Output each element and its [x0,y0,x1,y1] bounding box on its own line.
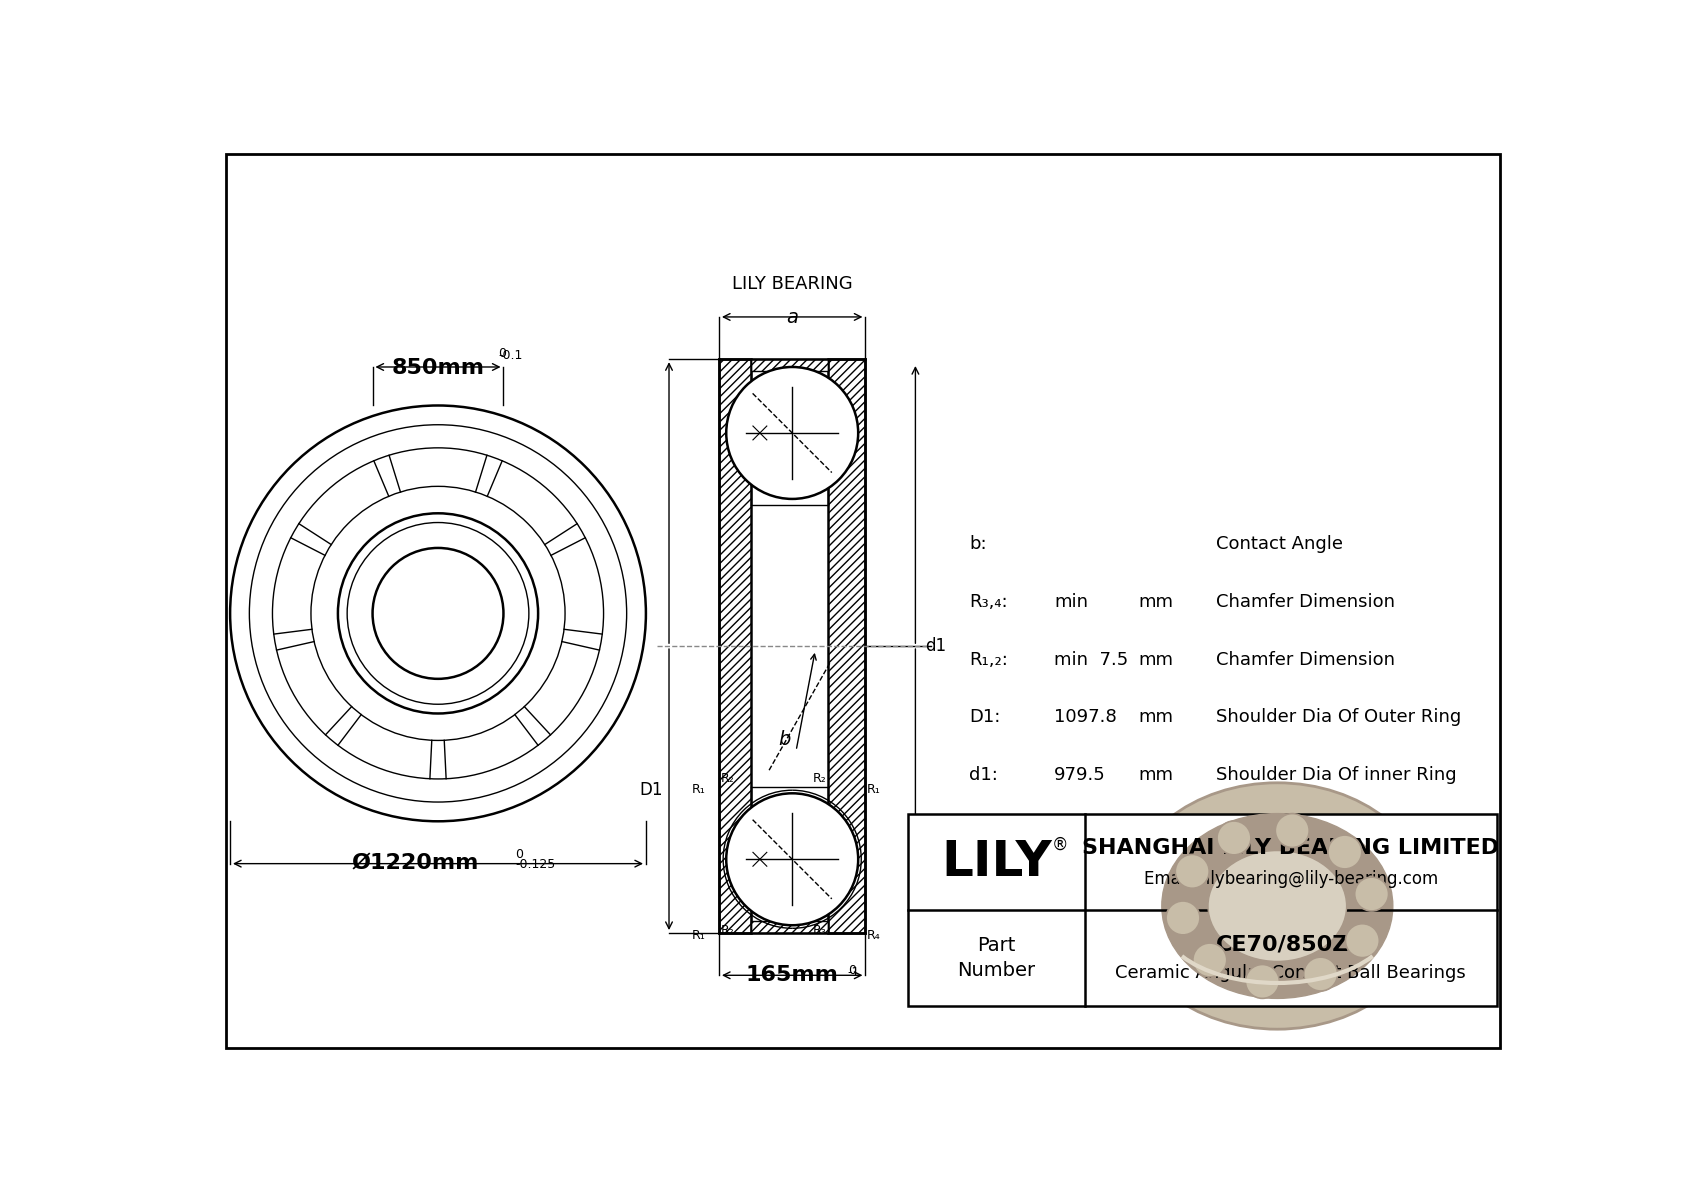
Text: Email: lilybearing@lily-bearing.com: Email: lilybearing@lily-bearing.com [1143,869,1438,887]
Text: mm: mm [1138,593,1174,611]
Text: 165mm: 165mm [746,965,839,985]
Circle shape [1354,877,1389,911]
Text: R₂: R₂ [721,924,734,937]
Text: R₃,₄:: R₃,₄: [970,593,1009,611]
Circle shape [1165,902,1201,935]
Bar [908,813,1497,1006]
Bar [751,850,768,868]
Text: Shoulder Dia Of inner Ring: Shoulder Dia Of inner Ring [1216,766,1457,784]
Bar [751,424,768,442]
Text: Shoulder Dia Of Outer Ring: Shoulder Dia Of Outer Ring [1216,709,1462,727]
Text: 850mm: 850mm [391,357,485,378]
Text: 979.5: 979.5 [1054,766,1106,784]
Text: R₄: R₄ [867,929,881,942]
Circle shape [1218,821,1251,855]
Ellipse shape [1123,782,1431,1029]
Ellipse shape [1207,850,1347,961]
Circle shape [1275,813,1308,848]
Circle shape [1175,854,1209,888]
Circle shape [1246,965,1280,998]
Text: mm: mm [1138,650,1174,668]
Text: Chamfer Dimension: Chamfer Dimension [1216,650,1394,668]
Text: R₁: R₁ [692,929,706,942]
Bar [751,360,829,370]
Text: 0: 0 [847,964,855,977]
Text: Ceramic Angular Contact Ball Bearings: Ceramic Angular Contact Ball Bearings [1115,965,1467,983]
Text: R₁: R₁ [867,784,881,797]
Ellipse shape [1162,813,1393,998]
Text: 0: 0 [515,848,524,861]
Text: LILY BEARING: LILY BEARING [733,275,852,293]
Bar [829,360,866,933]
Text: a:: a: [970,824,987,842]
Text: mm: mm [1138,709,1174,727]
Text: -0.1: -0.1 [498,349,522,362]
Circle shape [1303,958,1337,991]
Text: R₃: R₃ [813,924,827,937]
Text: D1: D1 [640,780,663,798]
Text: 1097.8: 1097.8 [1054,709,1116,727]
Bar [751,922,829,933]
Text: Chamfer Dimension: Chamfer Dimension [1216,593,1394,611]
Text: min: min [1054,593,1088,611]
Text: Ø1220mm: Ø1220mm [352,853,478,873]
Text: Contact Angle: Contact Angle [1216,535,1342,553]
Text: d1: d1 [925,637,946,655]
Text: D1:: D1: [970,709,1000,727]
Text: mm: mm [1138,766,1174,784]
Text: LILY: LILY [941,837,1051,886]
Text: CE70/850ZR: CE70/850ZR [1216,934,1366,954]
Circle shape [1346,924,1379,958]
Text: -0.125: -0.125 [515,859,556,872]
Circle shape [1192,943,1226,977]
Text: Distance From Side Face To: Distance From Side Face To [1216,816,1462,834]
Text: b:: b: [970,535,987,553]
Text: d1:: d1: [970,766,999,784]
Text: Part
Number: Part Number [957,936,1036,980]
Text: mm: mm [1138,824,1174,842]
Text: a: a [786,307,798,326]
Circle shape [1329,835,1362,869]
Text: 381: 381 [1054,824,1088,842]
Bar [719,360,751,933]
Text: ®: ® [1052,836,1068,854]
Circle shape [726,367,859,499]
Text: R₁: R₁ [692,784,706,797]
Text: 0: 0 [498,347,507,360]
Text: SHANGHAI LILY BEARING LIMITED: SHANGHAI LILY BEARING LIMITED [1083,837,1499,858]
Text: R₂: R₂ [721,772,734,785]
Text: R₁,₂:: R₁,₂: [970,650,1009,668]
Text: R₂: R₂ [813,772,827,785]
Text: -1: -1 [847,966,861,979]
Text: b: b [778,730,791,749]
Circle shape [726,793,859,925]
Text: min  7.5: min 7.5 [1054,650,1128,668]
Text: Pressure Point: Pressure Point [1216,833,1344,852]
